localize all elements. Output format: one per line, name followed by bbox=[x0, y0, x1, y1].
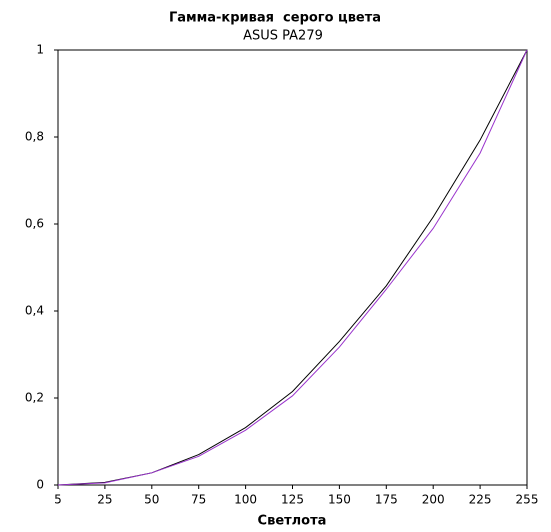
y-tick-label: 1 bbox=[36, 43, 44, 57]
plot-frame bbox=[57, 49, 528, 486]
x-axis-label: Светлота bbox=[258, 514, 327, 529]
x-tick-label: 255 bbox=[516, 493, 539, 507]
x-tick-label: 150 bbox=[328, 493, 351, 507]
chart-subtitle: ASUS PA279 bbox=[243, 29, 323, 44]
x-tick-label: 175 bbox=[375, 493, 398, 507]
x-tick-label: 25 bbox=[97, 493, 112, 507]
x-tick-label: 200 bbox=[422, 493, 445, 507]
y-tick-label: 0,6 bbox=[25, 217, 44, 231]
x-tick-label: 100 bbox=[234, 493, 257, 507]
x-tick-label: 50 bbox=[144, 493, 159, 507]
y-tick-label: 0,4 bbox=[25, 304, 44, 318]
series-line bbox=[57, 49, 528, 486]
x-tick-label: 225 bbox=[469, 493, 492, 507]
x-tick-label: 125 bbox=[281, 493, 304, 507]
chart-title: Гамма-кривая серого цвета bbox=[169, 11, 381, 26]
y-tick-label: 0,2 bbox=[25, 391, 44, 405]
series-line bbox=[57, 49, 528, 486]
y-tick-label: 0 bbox=[36, 478, 44, 492]
x-tick-label: 75 bbox=[191, 493, 206, 507]
x-tick-label: 5 bbox=[54, 493, 62, 507]
y-tick-label: 0,8 bbox=[25, 130, 44, 144]
